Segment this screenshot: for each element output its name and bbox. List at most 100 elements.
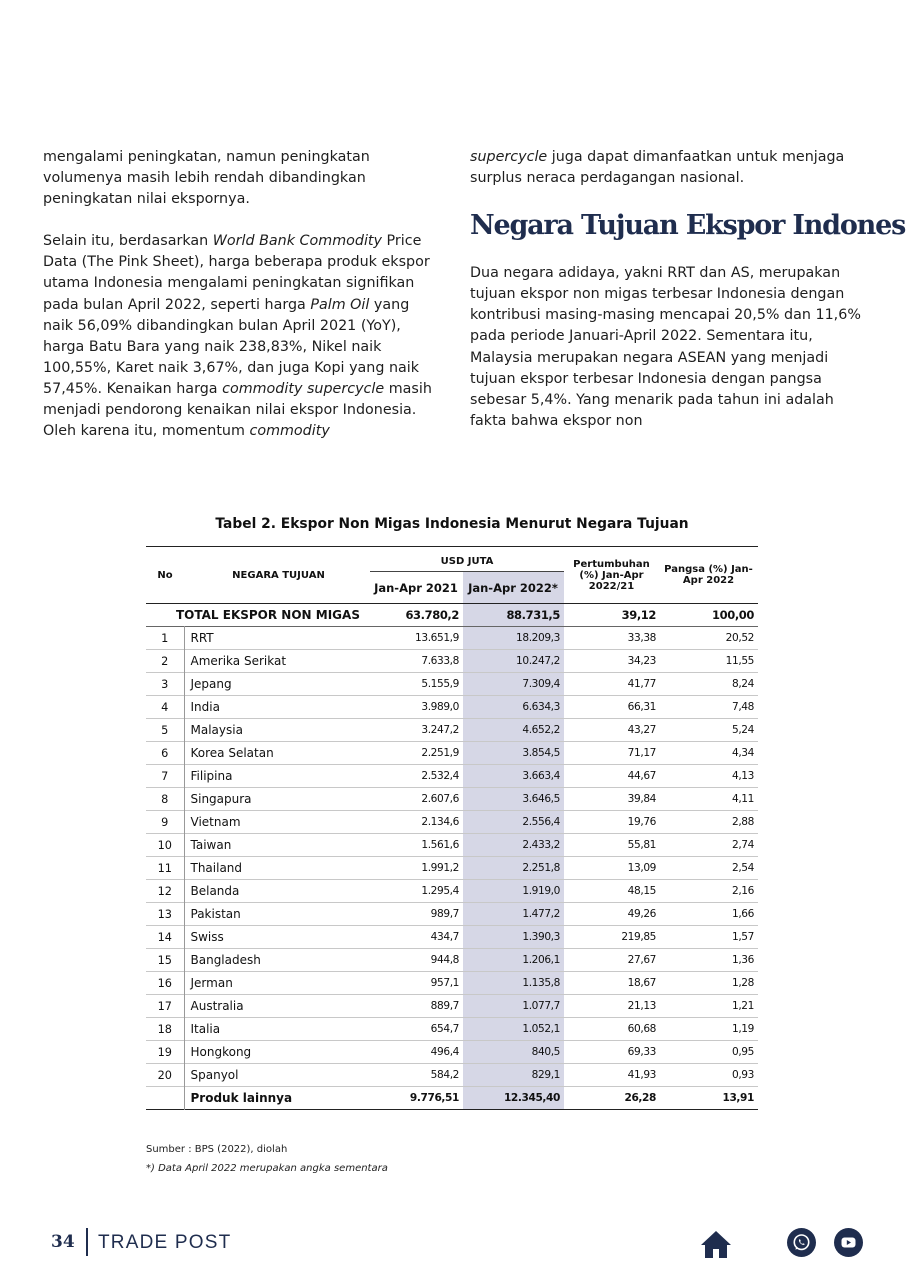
table-row: 17 Australia 889,7 1.077,7 21,13 1,21 <box>146 994 758 1018</box>
table-row: 12 Belanda 1.295,4 1.919,0 48,15 2,16 <box>146 879 758 903</box>
table-row: 15 Bangladesh 944,8 1.206,1 27,67 1,36 <box>146 948 758 972</box>
table-row: 5 Malaysia 3.247,2 4.652,2 43,27 5,24 <box>146 718 758 742</box>
row-growth: 27,67 <box>627 954 657 966</box>
paragraph: supercycle juga dapat dimanfaatkan untuk… <box>470 149 845 187</box>
row-number: 8 <box>146 787 185 811</box>
total-label: TOTAL EKSPOR NON MIGAS <box>176 608 360 622</box>
row-country: Thailand <box>190 861 243 875</box>
footer-divider <box>86 1228 88 1256</box>
row-number: 7 <box>146 764 185 788</box>
other-2022: 12.345,40 <box>463 1086 564 1110</box>
row-value-2022: 1.052,1 <box>463 1017 564 1041</box>
row-share: 4,11 <box>732 793 754 805</box>
row-value-2021: 2.532,4 <box>421 770 459 782</box>
row-country: Singapura <box>190 792 252 806</box>
row-growth: 41,93 <box>627 1069 657 1081</box>
row-country: Vietnam <box>190 815 241 829</box>
row-value-2021: 2.607,6 <box>421 793 459 805</box>
row-growth: 21,13 <box>627 1000 657 1012</box>
table-row: 13 Pakistan 989,7 1.477,2 49,26 1,66 <box>146 902 758 926</box>
table-row: 7 Filipina 2.532,4 3.663,4 44,67 4,13 <box>146 764 758 788</box>
row-share: 1,57 <box>732 931 754 943</box>
row-share: 1,36 <box>732 954 754 966</box>
row-number: 18 <box>146 1017 185 1041</box>
row-country: Italia <box>190 1022 221 1036</box>
row-share: 7,48 <box>732 701 754 713</box>
row-value-2022: 4.652,2 <box>463 718 564 742</box>
row-number: 13 <box>146 902 185 926</box>
row-country: Amerika Serikat <box>190 654 287 668</box>
row-value-2022: 1.135,8 <box>463 971 564 995</box>
row-country: Filipina <box>190 769 233 783</box>
row-number: 10 <box>146 833 185 857</box>
row-share: 2,74 <box>732 839 754 851</box>
row-value-2022: 829,1 <box>463 1063 564 1087</box>
source-note: *) Data April 2022 merupakan angka semen… <box>146 1163 388 1174</box>
row-value-2022: 840,5 <box>463 1040 564 1064</box>
row-share: 4,34 <box>732 747 754 759</box>
row-growth: 66,31 <box>627 701 657 713</box>
row-growth: 71,17 <box>627 747 657 759</box>
whatsapp-icon[interactable] <box>787 1228 816 1257</box>
table-title: Tabel 2. Ekspor Non Migas Indonesia Menu… <box>215 516 689 532</box>
total-2021: 63.780,2 <box>405 608 459 622</box>
row-growth: 48,15 <box>627 885 657 897</box>
home-icon[interactable] <box>700 1229 732 1259</box>
row-country: Bangladesh <box>190 953 261 967</box>
table-row: 2 Amerika Serikat 7.633,8 10.247,2 34,23 11,5… <box>146 649 758 673</box>
row-number: 6 <box>146 741 185 765</box>
row-share: 5,24 <box>732 724 754 736</box>
row-value-2021: 654,7 <box>430 1023 460 1035</box>
row-number: 20 <box>146 1063 185 1087</box>
row-share: 2,16 <box>732 885 754 897</box>
row-growth: 49,26 <box>627 908 657 920</box>
row-country: Jerman <box>190 976 233 990</box>
row-value-2021: 2.251,9 <box>421 747 459 759</box>
row-value-2022: 3.646,5 <box>463 787 564 811</box>
row-growth: 219,85 <box>621 931 656 943</box>
row-value-2022: 1.390,3 <box>463 925 564 949</box>
row-growth: 13,09 <box>627 862 657 874</box>
row-number: 4 <box>146 695 185 719</box>
table-row: 14 Swiss 434,7 1.390,3 219,85 1,57 <box>146 925 758 949</box>
row-value-2021: 13.651,9 <box>415 632 459 644</box>
row-value-2021: 1.295,4 <box>421 885 459 897</box>
row-country: Taiwan <box>190 838 232 852</box>
other-label: Produk lainnya <box>190 1091 293 1105</box>
row-growth: 69,33 <box>627 1046 657 1058</box>
table-row: 18 Italia 654,7 1.052,1 60,68 1,19 <box>146 1017 758 1041</box>
row-growth: 18,67 <box>627 977 657 989</box>
youtube-icon[interactable] <box>834 1228 863 1257</box>
row-value-2022: 3.854,5 <box>463 741 564 765</box>
row-country: Jepang <box>190 677 232 691</box>
row-growth: 39,84 <box>627 793 657 805</box>
row-value-2021: 957,1 <box>430 977 460 989</box>
row-value-2021: 584,2 <box>430 1069 460 1081</box>
row-value-2021: 3.989,0 <box>421 701 459 713</box>
table-row: 16 Jerman 957,1 1.135,8 18,67 1,28 <box>146 971 758 995</box>
table-row: 4 India 3.989,0 6.634,3 66,31 7,48 <box>146 695 758 719</box>
row-growth: 55,81 <box>627 839 657 851</box>
row-growth: 19,76 <box>627 816 657 828</box>
row-number: 12 <box>146 879 185 903</box>
row-country: Malaysia <box>190 723 243 737</box>
row-value-2021: 1.991,2 <box>421 862 459 874</box>
row-value-2022: 6.634,3 <box>463 695 564 719</box>
row-number-empty <box>146 1086 185 1110</box>
row-value-2022: 2.251,8 <box>463 856 564 880</box>
row-value-2021: 2.134,6 <box>421 816 459 828</box>
row-country: Korea Selatan <box>190 746 274 760</box>
row-value-2022: 1.077,7 <box>463 994 564 1018</box>
row-number: 3 <box>146 672 185 696</box>
row-value-2022: 3.663,4 <box>463 764 564 788</box>
left-text-column: mengalami peningkatan, namun peningkatan… <box>43 147 438 463</box>
row-value-2022: 1.477,2 <box>463 902 564 926</box>
other-products-row: Produk lainnya 9.776,51 12.345,40 26,28 13,9… <box>146 1086 758 1110</box>
paragraph: Selain itu, berdasarkan World Bank Commo… <box>43 233 432 440</box>
row-country: India <box>190 700 220 714</box>
row-value-2021: 989,7 <box>430 908 460 920</box>
total-growth: 39,12 <box>621 608 657 622</box>
row-country: Hongkong <box>190 1045 252 1059</box>
header-jan-apr-2021: Jan-Apr 2021 <box>374 580 458 595</box>
row-value-2021: 944,8 <box>430 954 460 966</box>
